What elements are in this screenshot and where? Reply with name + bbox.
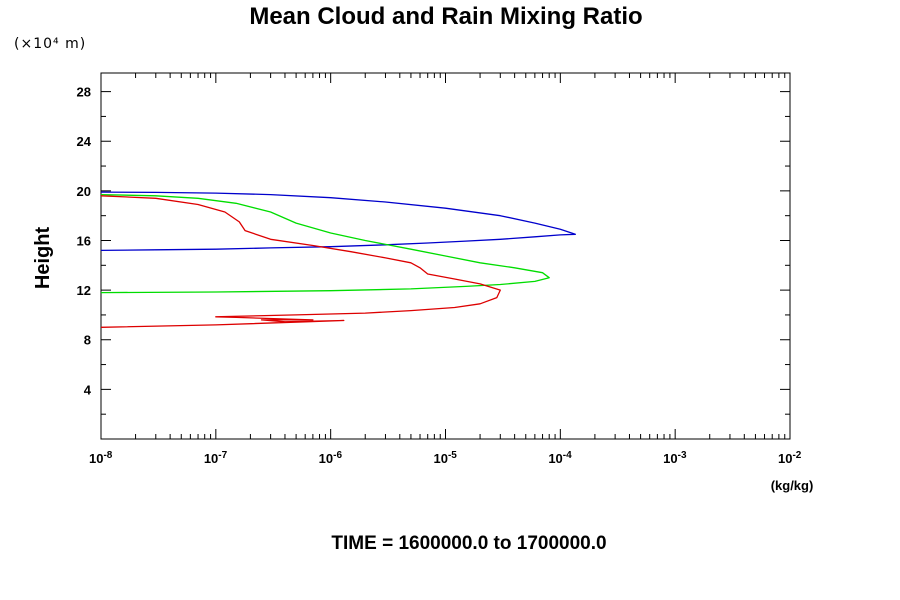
series-lines	[100, 191, 576, 328]
chart-title: Mean Cloud and Rain Mixing Ratio	[249, 3, 642, 30]
x-tick-exponent: -3	[678, 450, 687, 461]
x-tick-label: 10-6	[319, 450, 343, 466]
series-line-2	[100, 193, 550, 294]
x-tick-label: 10-7	[204, 450, 228, 466]
x-tick-exponent: -4	[563, 450, 572, 461]
y-tick-label: 8	[84, 333, 91, 348]
series-line-1	[100, 191, 576, 252]
x-tick-base: 10	[663, 451, 677, 466]
y-tick-label: 20	[77, 184, 91, 199]
y-tick-label: 12	[77, 283, 91, 298]
x-tick-label: 10-2	[778, 450, 802, 466]
y-tick-label: 4	[84, 382, 92, 397]
axis-ticks	[100, 73, 790, 439]
x-tick-label: 10-8	[89, 450, 113, 466]
y-axis-label: Height	[32, 227, 54, 290]
time-caption: TIME = 1600000.0 to 1700000.0	[331, 533, 606, 554]
x-tick-base: 10	[778, 451, 792, 466]
y-tick-label: 28	[77, 85, 91, 100]
x-tick-base: 10	[204, 451, 218, 466]
x-tick-exponent: -2	[792, 450, 801, 461]
x-tick-exponent: -5	[448, 450, 457, 461]
x-tick-base: 10	[89, 451, 103, 466]
y-tick-labels: 4 8 12 16 20 24 28	[77, 85, 92, 398]
y-scale-note: (×10⁴ m)	[14, 36, 86, 52]
x-tick-base: 10	[434, 451, 448, 466]
x-tick-label: 10-5	[434, 450, 458, 466]
x-tick-label: 10-4	[548, 450, 572, 466]
x-tick-exponent: -7	[218, 450, 227, 461]
x-tick-exponent: -8	[103, 450, 112, 461]
x-tick-base: 10	[548, 451, 562, 466]
y-tick-label: 16	[77, 233, 91, 248]
x-tick-label: 10-3	[663, 450, 687, 466]
x-tick-labels: 10-8 10-7 10-6 10-5 10-4 10-3 10-2	[89, 450, 802, 466]
series-line-3	[100, 195, 501, 328]
x-axis-unit: (kg/kg)	[771, 478, 814, 493]
x-tick-exponent: -6	[333, 450, 342, 461]
y-tick-label: 24	[77, 134, 92, 149]
x-tick-base: 10	[319, 451, 333, 466]
